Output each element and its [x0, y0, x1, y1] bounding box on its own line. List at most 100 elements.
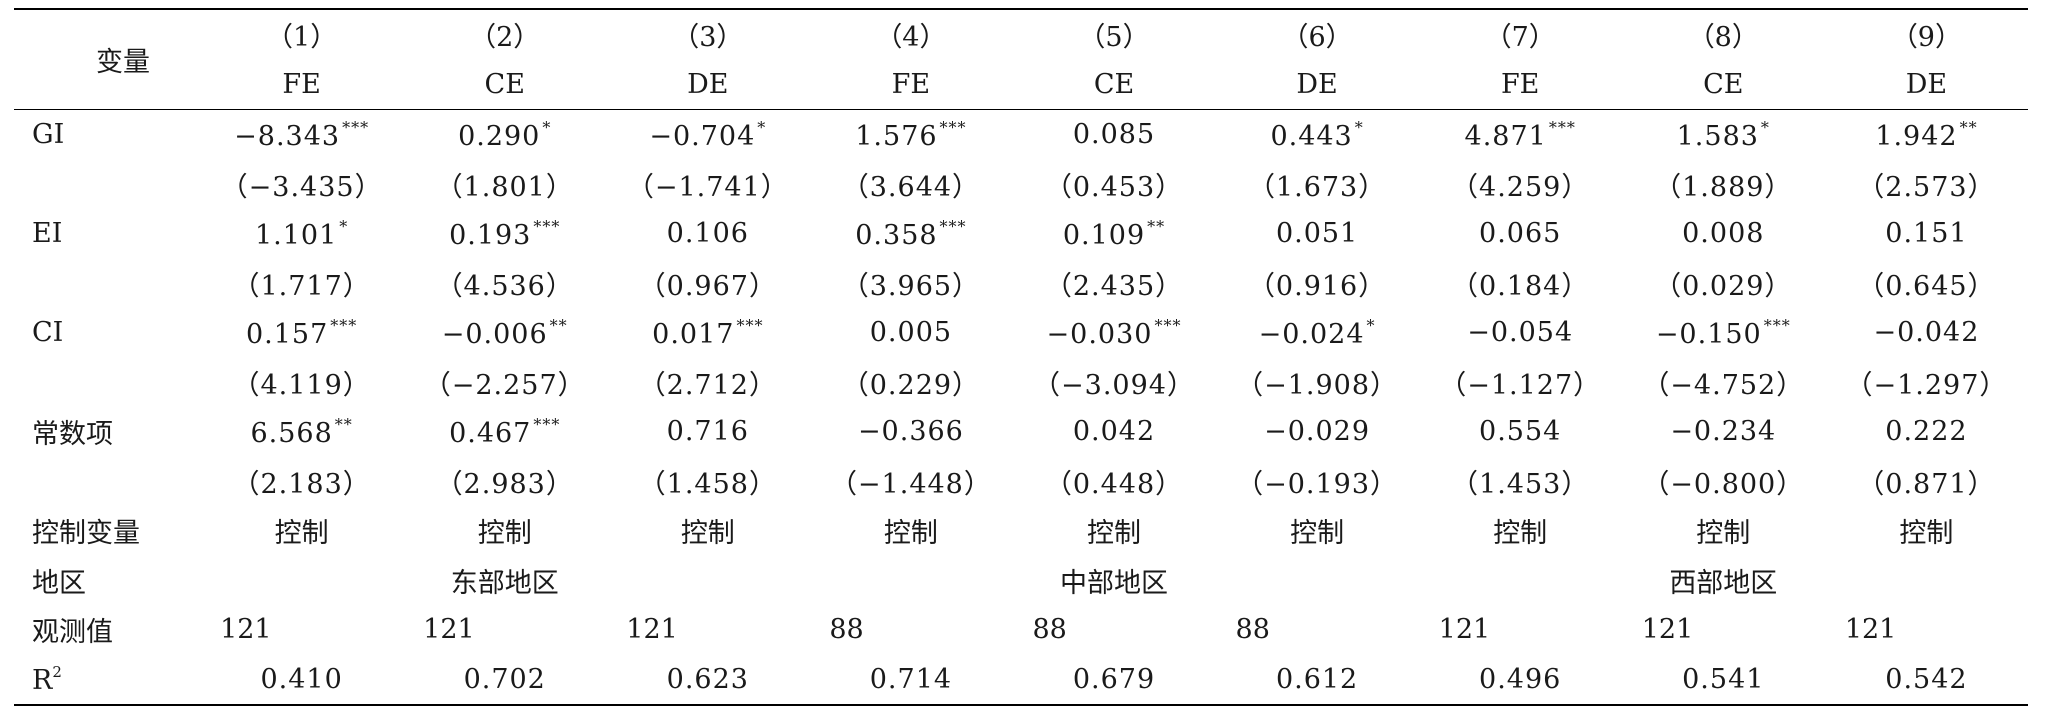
r-squared-row: R2 0.410 0.702 0.623 0.714 0.679 0.612 0… — [14, 654, 2028, 706]
header-row-types: FE CE DE FE CE DE FE CE DE — [14, 59, 2028, 110]
column-type: FE — [1418, 59, 1622, 110]
column-number: （3） — [606, 8, 810, 60]
significance-stars: *** — [330, 315, 358, 335]
r-squared-label-main: R — [32, 664, 53, 696]
t-stat-cell: （2.435） — [1044, 270, 1184, 302]
coefficient-value: 0.151 — [1885, 218, 1968, 250]
observations-cell: 88 — [1032, 614, 1067, 646]
coefficient-value: 0.193 — [449, 219, 532, 251]
controls-cell: 控制 — [1899, 518, 1954, 550]
coefficient-cell: −0.006 ** — [403, 308, 606, 358]
column-number: （9） — [1824, 8, 2028, 60]
significance-stars: *** — [533, 216, 561, 236]
t-stat-cell: （−2.257） — [423, 369, 586, 401]
r-squared-cell: 0.714 — [809, 654, 1013, 706]
coefficient-cell: 0.443 * — [1216, 110, 1419, 160]
significance-stars: *** — [1763, 315, 1791, 335]
significance-stars: * — [1760, 117, 1770, 137]
t-stat-cell: （4.259） — [1451, 171, 1590, 203]
header-row-numbers: 变量 （1） （2） （3） （4） （5） （6） （7） （8） （9） — [14, 8, 2028, 110]
significance-stars: ** — [334, 414, 353, 434]
r-squared-cell: 0.542 — [1824, 654, 2028, 706]
t-stat-cell: （−1.297） — [1845, 369, 2008, 401]
significance-stars: * — [1366, 315, 1376, 335]
r-squared-cell: 0.679 — [1012, 654, 1216, 706]
coefficient-cell: −0.234 — [1622, 407, 1825, 457]
r-squared-cell: 0.612 — [1215, 654, 1419, 706]
significance-stars: ** — [1147, 216, 1166, 236]
coefficient-cell: 0.005 — [809, 308, 1012, 358]
observations-cell: 121 — [1641, 614, 1694, 646]
controls-label: 控制变量 — [32, 518, 140, 550]
t-stat-cell: （2.983） — [435, 468, 574, 500]
controls-cell: 控制 — [1290, 518, 1345, 550]
coefficient-cell: −0.704 * — [606, 110, 809, 160]
variable-name: 常数项 — [32, 419, 113, 451]
coefficient-cell: 4.871 *** — [1419, 110, 1622, 160]
column-number: （4） — [809, 8, 1013, 60]
r-squared-cell: 0.410 — [200, 654, 404, 706]
variable-name: CI — [32, 317, 64, 349]
coefficient-value: 0.358 — [855, 219, 938, 251]
coefficient-row: EI 1.101 * 0.193 *** 0.106 0.358 *** 0.109 ** 0.05… — [14, 209, 2028, 259]
t-stat-cell: （3.965） — [841, 270, 981, 302]
t-stat-cell: （0.029） — [1654, 270, 1793, 302]
coefficient-cell: 0.467 *** — [403, 407, 606, 457]
observations-cell: 121 — [423, 614, 475, 646]
significance-stars: *** — [1548, 117, 1576, 137]
controls-row: 控制变量 控制 控制 控制 控制 控制 控制 控制 控制 控制 — [14, 506, 2028, 556]
controls-cell: 控制 — [1493, 518, 1548, 550]
significance-stars: *** — [939, 216, 967, 236]
r-squared-label: R2 — [14, 654, 201, 706]
observations-row: 观测值 121 121 121 88 88 88 121 121 121 — [14, 605, 2028, 655]
t-stat-cell: （−1.741） — [626, 171, 789, 203]
observations-cell: 121 — [1844, 614, 1897, 646]
t-stat-cell: （1.801） — [435, 171, 574, 203]
observations-cell: 121 — [1438, 614, 1491, 646]
column-number: （5） — [1012, 8, 1216, 60]
coefficient-value: 0.443 — [1270, 120, 1353, 152]
column-number: （1） — [200, 8, 404, 60]
t-stat-cell: （−3.094） — [1033, 369, 1195, 401]
t-stat-cell: （−1.127） — [1439, 369, 1602, 401]
coefficient-cell: 0.085 — [1012, 110, 1215, 160]
observations-label: 观测值 — [32, 617, 113, 649]
coefficient-value: −0.366 — [857, 416, 964, 448]
observations-cell: 121 — [626, 614, 678, 646]
coefficient-value: −0.150 — [1655, 318, 1762, 350]
coefficient-cell: 0.008 — [1622, 209, 1825, 259]
coefficient-cell: 0.157 *** — [200, 308, 403, 358]
column-type: CE — [403, 59, 607, 110]
coefficient-value: 0.716 — [666, 416, 749, 448]
significance-stars: *** — [939, 117, 967, 137]
coefficient-cell: −0.030 *** — [1012, 308, 1215, 358]
coefficient-value: 0.017 — [652, 318, 735, 350]
coefficient-cell: 6.568 ** — [200, 407, 403, 457]
region-group-east: 东部地区 — [450, 567, 559, 599]
r-squared-cell: 0.702 — [403, 654, 607, 706]
coefficient-value: 0.106 — [666, 218, 749, 250]
coefficient-value: 0.467 — [449, 417, 532, 449]
column-type: DE — [606, 59, 810, 110]
coefficient-cell: 0.109 ** — [1012, 209, 1215, 259]
observations-cell: 88 — [1235, 614, 1270, 646]
coefficient-value: 0.222 — [1885, 416, 1968, 448]
coefficient-cell: 0.222 — [1825, 407, 2028, 457]
t-stat-cell: （−0.800） — [1642, 468, 1805, 500]
t-stat-cell: （1.889） — [1654, 171, 1793, 203]
coefficient-value: 0.042 — [1072, 416, 1156, 448]
coefficient-value: 0.085 — [1072, 119, 1156, 151]
coefficient-value: −0.234 — [1670, 416, 1777, 448]
column-number: （6） — [1215, 8, 1419, 60]
coefficient-value: −0.024 — [1258, 318, 1365, 350]
r-squared-cell: 0.496 — [1418, 654, 1622, 706]
controls-cell: 控制 — [274, 518, 329, 550]
column-type: DE — [1824, 59, 2028, 110]
coefficient-value: −8.343 — [234, 120, 341, 152]
significance-stars: ** — [1959, 117, 1978, 137]
t-stat-cell: （0.453） — [1044, 171, 1184, 203]
significance-stars: * — [757, 117, 767, 137]
t-stat-cell: （2.573） — [1857, 171, 1996, 203]
column-type: FE — [200, 59, 404, 110]
t-stat-cell: （2.183） — [232, 468, 371, 500]
